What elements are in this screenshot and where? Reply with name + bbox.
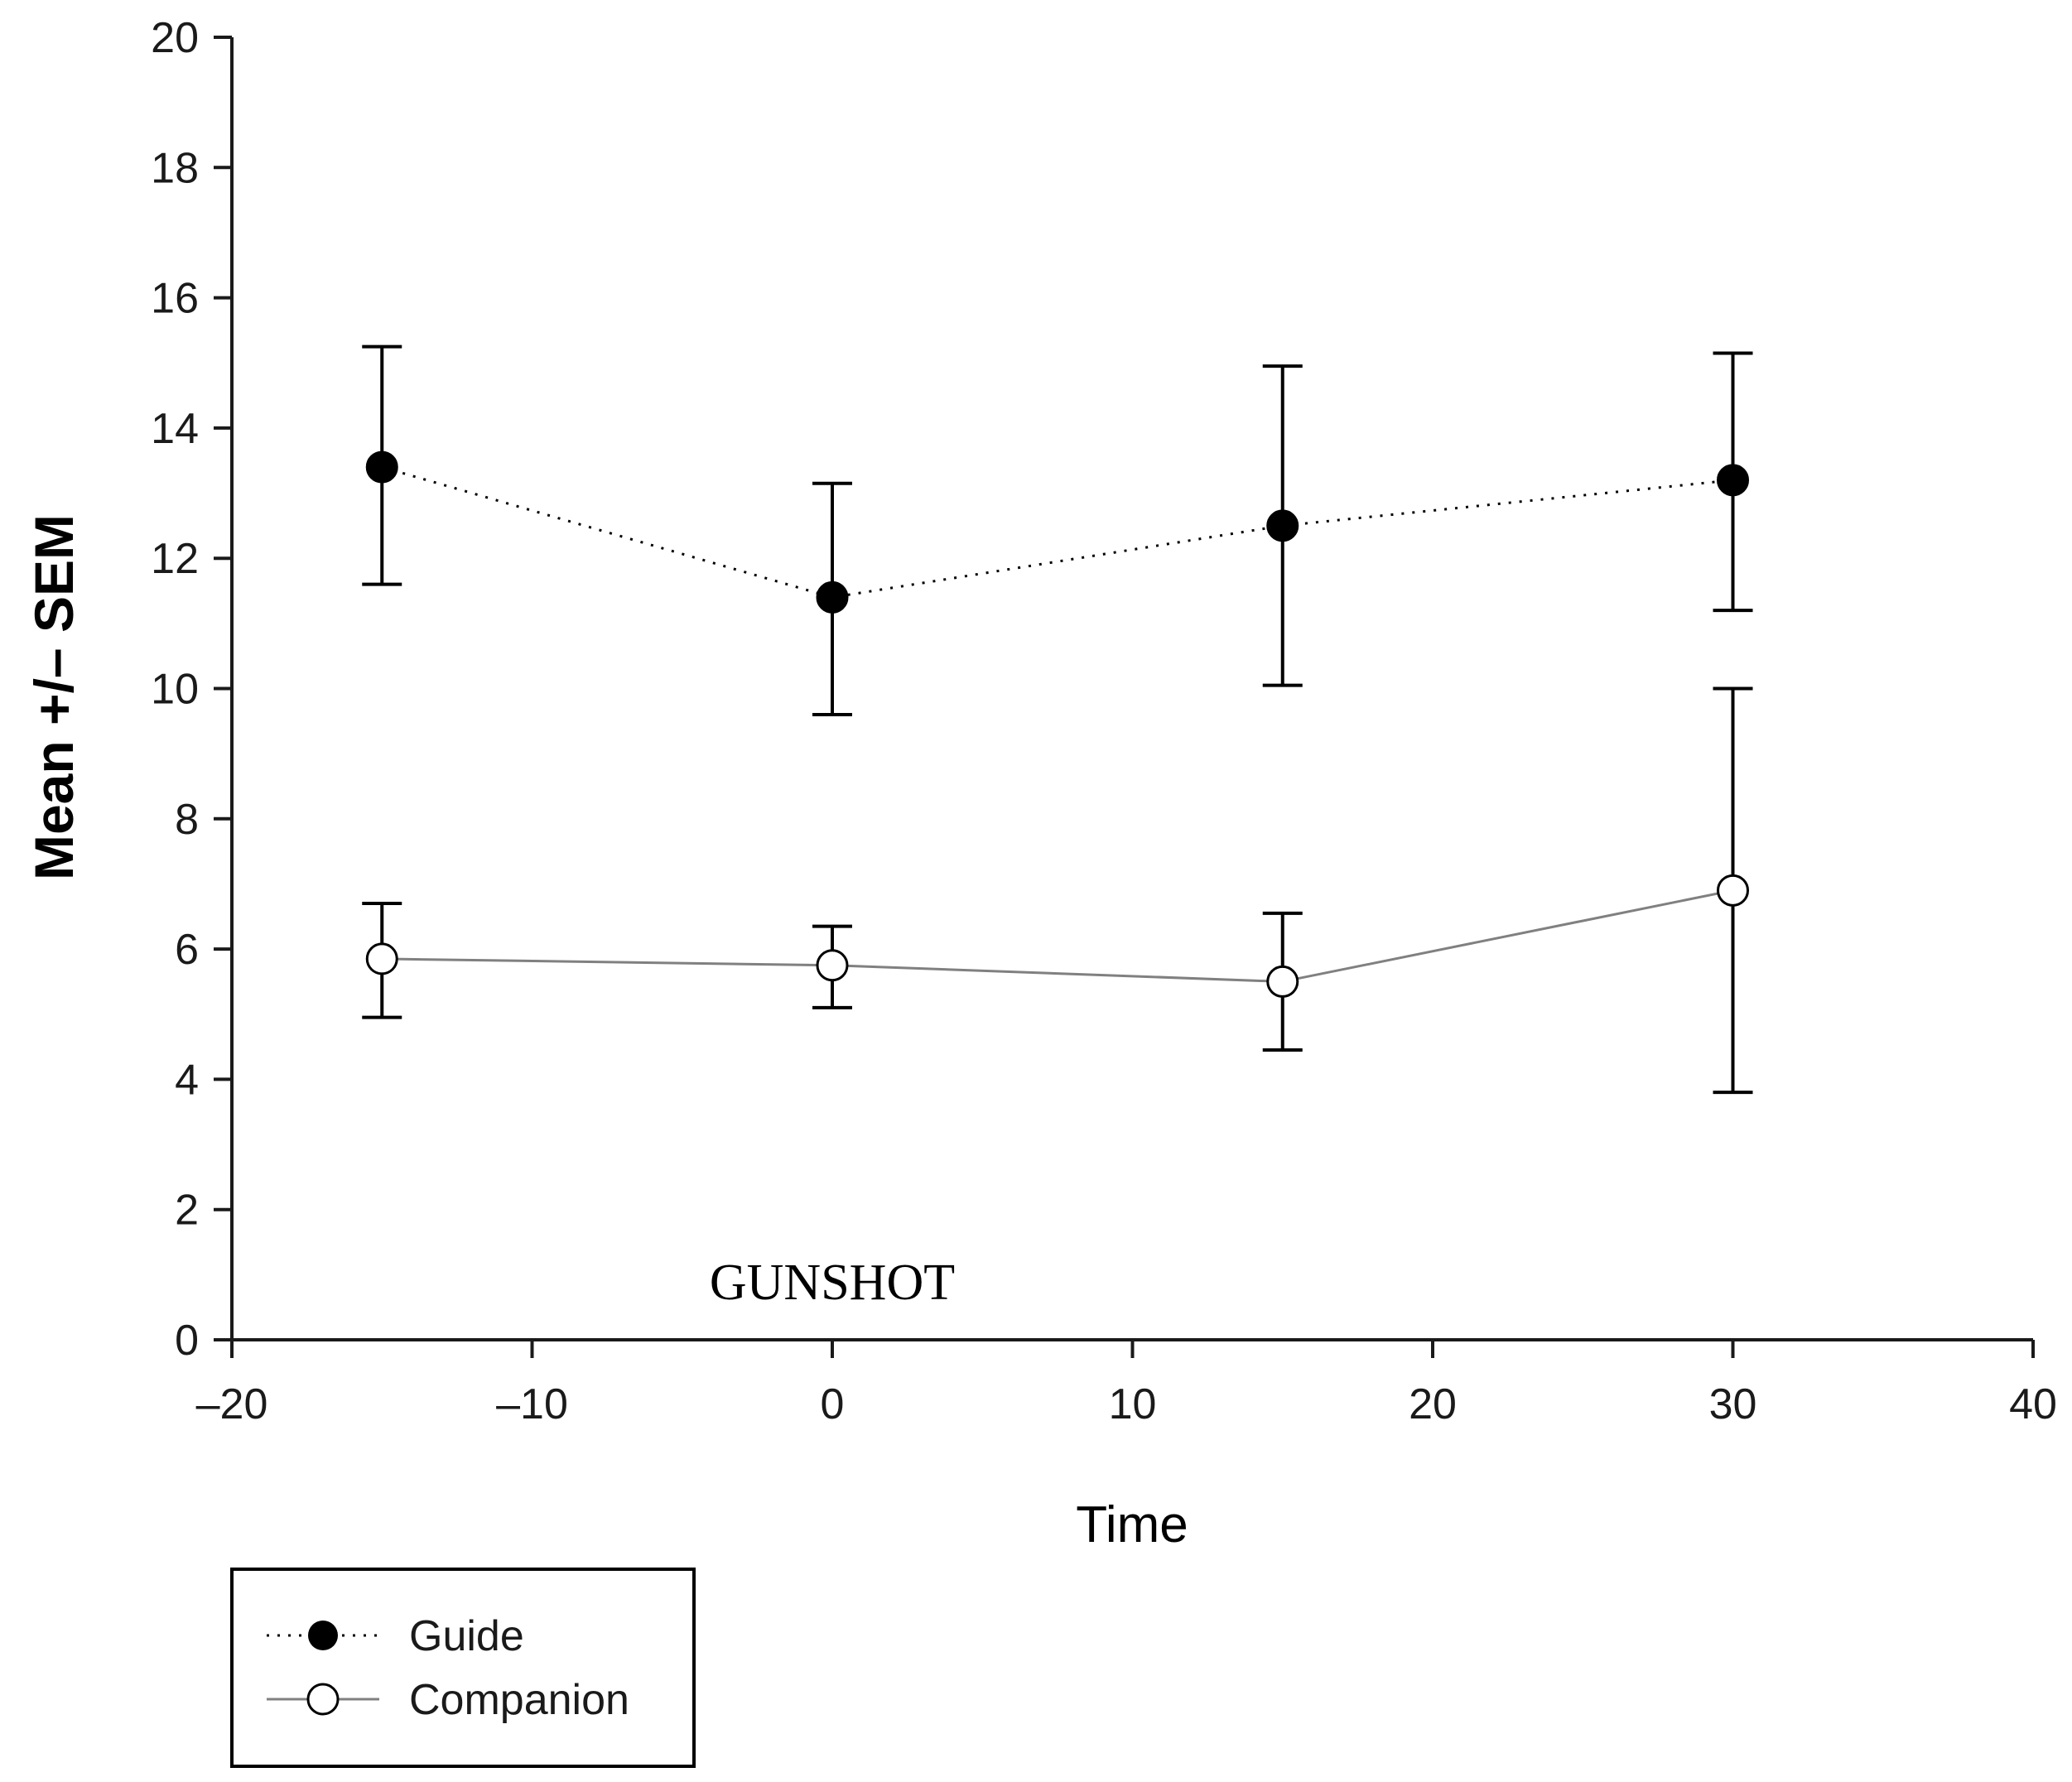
- x-tick-label: 10: [1109, 1380, 1157, 1428]
- y-tick-label: 14: [151, 405, 199, 453]
- legend-guide-label: Guide: [409, 1612, 524, 1660]
- legend-box: [230, 1568, 696, 1768]
- x-tick-label: 20: [1409, 1380, 1457, 1428]
- guide-point: [1266, 509, 1299, 542]
- guide-series-line: [381, 465, 1733, 599]
- companion-series-line: [382, 889, 1733, 983]
- legend-companion-label: Companion: [409, 1676, 629, 1724]
- y-tick-label: 12: [151, 535, 199, 583]
- y-tick-label: 16: [151, 275, 199, 323]
- companion-point: [816, 949, 849, 982]
- legend: Guide Companion: [230, 1568, 696, 1768]
- guide-point: [1717, 464, 1749, 497]
- y-tick-label: 4: [175, 1056, 199, 1104]
- x-tick-label: 30: [1709, 1380, 1757, 1428]
- x-axis-title: Time: [1076, 1496, 1188, 1553]
- y-tick-label: 8: [175, 796, 199, 844]
- axes: –20 –10 0 10 20 30 40 0 2 4 6 8 10 12 14 16 18 20: [151, 14, 2057, 1428]
- y-tick-label: 2: [175, 1187, 199, 1235]
- y-tick-label: 0: [175, 1317, 199, 1365]
- y-tick-label: 10: [151, 666, 199, 714]
- plot-area: [362, 344, 1753, 1095]
- guide-point: [816, 580, 849, 614]
- companion-point: [365, 942, 398, 975]
- legend-companion-marker: [306, 1683, 340, 1716]
- y-tick-label: 18: [151, 144, 199, 192]
- y-tick-label: 20: [151, 14, 199, 62]
- guide-point: [365, 450, 398, 484]
- gunshot-annotation: GUNSHOT: [710, 1255, 955, 1311]
- y-axis-title: Mean +/– SEM: [23, 514, 84, 880]
- x-tick-label: –10: [496, 1380, 568, 1428]
- companion-point: [1266, 965, 1299, 998]
- companion-point: [1717, 874, 1749, 907]
- x-tick-label: –20: [196, 1380, 268, 1428]
- x-tick-label: 0: [821, 1380, 845, 1428]
- y-tick-label: 6: [175, 926, 199, 974]
- legend-guide-marker: [308, 1621, 338, 1650]
- x-tick-label: 40: [2009, 1380, 2057, 1428]
